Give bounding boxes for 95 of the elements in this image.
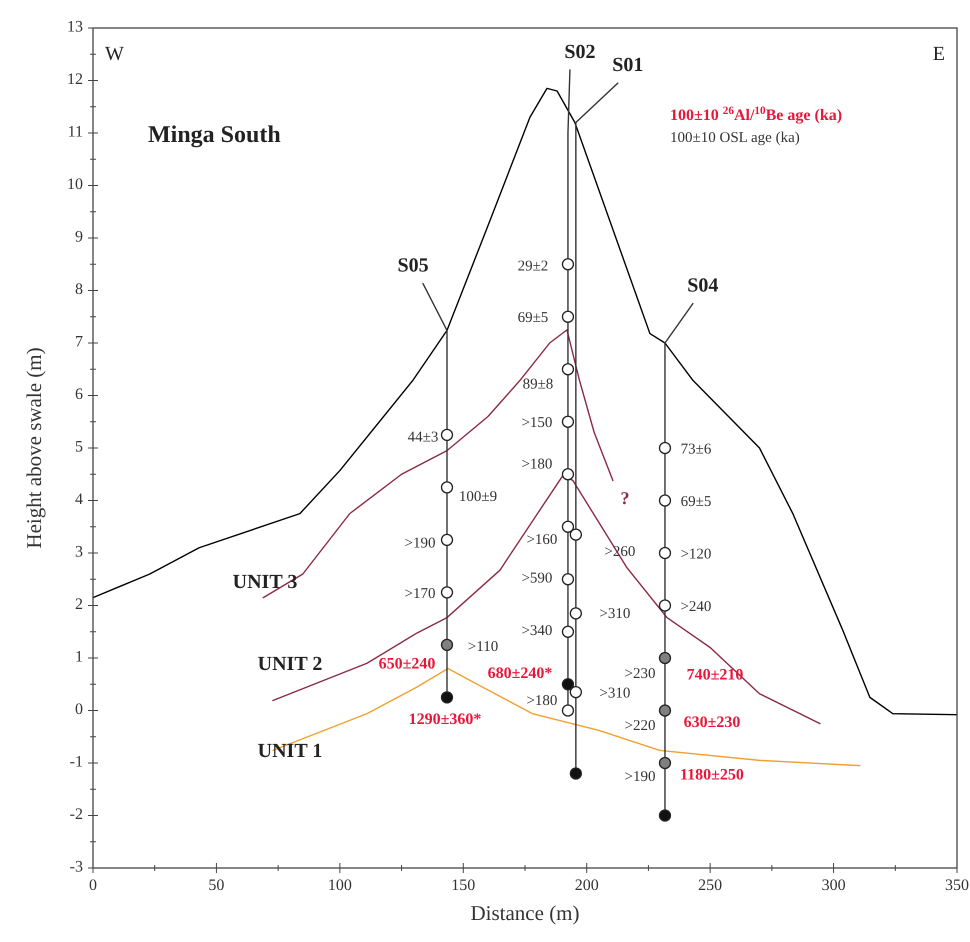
y-tick-label: 2 bbox=[75, 596, 83, 614]
point bbox=[570, 607, 582, 620]
data-label: 29±2 bbox=[518, 258, 548, 275]
data-label: >190 bbox=[404, 535, 436, 552]
data-label: 1180±250 bbox=[680, 766, 744, 784]
point bbox=[562, 310, 574, 323]
point bbox=[440, 586, 454, 599]
annotation: 100±10 $^{26}$Al/$^{10}$Be age (ka) bbox=[670, 105, 842, 124]
point bbox=[570, 528, 582, 541]
data-label: >340 bbox=[521, 623, 552, 640]
y-tick-label: 10 bbox=[67, 176, 83, 194]
x-tick-label: 200 bbox=[574, 877, 599, 894]
y-tick-label: 8 bbox=[75, 281, 83, 298]
y-tick-label: 4 bbox=[75, 491, 83, 508]
data-label: 630±230 bbox=[684, 714, 740, 732]
data-label: >180 bbox=[521, 456, 552, 473]
y-tick-label: 9 bbox=[75, 228, 83, 246]
data-label: 73±6 bbox=[680, 441, 712, 458]
text: Minga South bbox=[148, 122, 281, 148]
annotation: UNIT 2 bbox=[258, 653, 322, 675]
y-tick-label: -1 bbox=[70, 754, 83, 771]
point bbox=[440, 481, 454, 494]
point bbox=[658, 599, 672, 612]
data-label: 89±8 bbox=[522, 376, 554, 393]
point bbox=[658, 652, 672, 664]
annotation: >220 bbox=[624, 718, 656, 734]
point bbox=[570, 686, 582, 698]
series-label: S02 bbox=[564, 41, 596, 63]
point bbox=[562, 678, 574, 690]
data-label: >310 bbox=[599, 686, 630, 702]
data-label: >310 bbox=[599, 606, 630, 622]
point bbox=[440, 691, 454, 704]
point bbox=[570, 767, 582, 780]
annotation: >230 bbox=[624, 666, 656, 682]
x-axis-title: Distance (m) bbox=[470, 901, 580, 925]
y-tick-label: 11 bbox=[68, 124, 83, 141]
x-tick-label: 300 bbox=[822, 877, 846, 894]
y-tick-label: 1 bbox=[75, 648, 83, 666]
point bbox=[440, 638, 454, 652]
x-tick-label: 150 bbox=[451, 877, 476, 894]
annotation: W bbox=[105, 43, 124, 65]
y-tick-label: 12 bbox=[67, 71, 83, 88]
annotation: >110 bbox=[468, 639, 498, 655]
annotation: 100±10 OSL age (ka) bbox=[670, 130, 800, 146]
point bbox=[562, 363, 574, 376]
data-label: >170 bbox=[404, 586, 436, 602]
annotation: E bbox=[932, 43, 945, 65]
point bbox=[440, 428, 454, 442]
point bbox=[658, 442, 672, 454]
x-tick-label: 0 bbox=[89, 877, 97, 894]
y-tick-label: 0 bbox=[75, 701, 83, 718]
data-label: >150 bbox=[521, 415, 552, 432]
data-label: 100±9 bbox=[458, 488, 498, 505]
y-tick-label: 3 bbox=[75, 544, 83, 561]
point bbox=[658, 546, 672, 560]
y-axis-title: Height above swale (m) bbox=[22, 347, 46, 549]
annotation: >190 bbox=[624, 769, 656, 785]
point bbox=[562, 626, 574, 638]
data-label: 44±3 bbox=[408, 429, 438, 446]
annotation: UNIT 1 bbox=[258, 740, 322, 762]
data-label: >120 bbox=[680, 546, 712, 562]
point bbox=[658, 494, 672, 507]
series-label: S01 bbox=[612, 54, 644, 76]
series-label: S04 bbox=[687, 274, 718, 297]
data-label: >180 bbox=[526, 692, 558, 709]
point bbox=[440, 534, 454, 546]
point bbox=[562, 520, 574, 533]
point bbox=[562, 573, 574, 586]
point bbox=[658, 809, 672, 822]
data-label: 1290±360* bbox=[408, 711, 482, 728]
point bbox=[562, 468, 574, 480]
point bbox=[562, 416, 574, 428]
x-tick-label: 250 bbox=[698, 877, 722, 894]
series-label: S05 bbox=[397, 254, 429, 277]
point bbox=[658, 704, 672, 717]
annotation: ? bbox=[620, 488, 630, 508]
point bbox=[562, 704, 574, 717]
y-tick-label: -2 bbox=[70, 806, 83, 824]
data-label: >160 bbox=[526, 532, 558, 548]
y-tick-label: 5 bbox=[75, 438, 83, 456]
y-tick-label: 13 bbox=[67, 18, 83, 36]
data-label: >590 bbox=[521, 570, 552, 587]
x-tick-label: 50 bbox=[208, 877, 224, 894]
data-label: 69±5 bbox=[518, 310, 548, 326]
y-tick-label: 7 bbox=[75, 334, 83, 351]
point bbox=[562, 258, 574, 270]
point bbox=[658, 756, 672, 770]
y-tick-label: -3 bbox=[70, 858, 83, 876]
y-tick-label: 6 bbox=[75, 386, 83, 404]
x-tick-label: 100 bbox=[328, 877, 352, 894]
data-label: 650±240 bbox=[378, 656, 436, 673]
data-label: 680±240* bbox=[488, 664, 552, 682]
data-label: >240 bbox=[680, 598, 712, 615]
x-tick-label: 350 bbox=[945, 877, 969, 894]
data-label: 69±5 bbox=[680, 494, 712, 510]
